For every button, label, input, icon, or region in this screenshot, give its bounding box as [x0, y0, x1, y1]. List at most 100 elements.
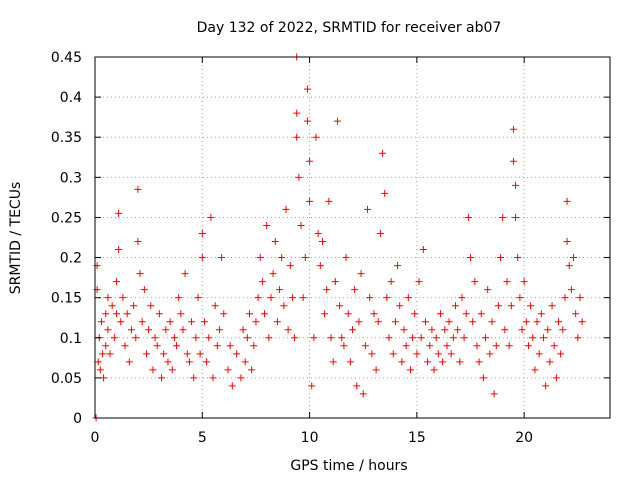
data-point — [215, 326, 223, 334]
data-point — [559, 326, 567, 334]
data-point — [531, 366, 539, 374]
data-point — [518, 326, 526, 334]
data-point — [237, 374, 245, 382]
data-point — [381, 189, 389, 197]
data-point — [254, 294, 262, 302]
data-point — [121, 342, 129, 350]
data-point — [267, 294, 275, 302]
data-point — [291, 334, 299, 342]
data-point — [316, 262, 324, 270]
data-point — [177, 310, 185, 318]
data-point — [196, 350, 204, 358]
data-point — [207, 213, 215, 221]
data-point — [271, 238, 279, 246]
data-point — [119, 294, 127, 302]
data-point — [479, 374, 487, 382]
data-point — [252, 318, 260, 326]
data-point — [325, 197, 333, 205]
y-tick-label: 0.05 — [51, 371, 82, 387]
data-point — [374, 318, 382, 326]
data-point — [338, 334, 346, 342]
data-point — [389, 350, 397, 358]
data-point — [535, 350, 543, 358]
data-point — [497, 254, 505, 262]
data-point — [527, 302, 535, 310]
data-point — [428, 326, 436, 334]
data-point — [503, 278, 511, 286]
data-point — [563, 197, 571, 205]
data-point — [149, 366, 157, 374]
x-tick-label: 20 — [515, 430, 533, 446]
data-point — [509, 125, 517, 133]
data-point — [318, 238, 326, 246]
data-point — [464, 213, 472, 221]
data-point — [273, 318, 281, 326]
data-point — [542, 382, 550, 390]
data-point — [125, 358, 133, 366]
data-point — [110, 334, 118, 342]
data-point — [494, 302, 502, 310]
data-point — [102, 342, 110, 350]
data-point — [413, 350, 421, 358]
data-point — [522, 318, 530, 326]
x-tick-label: 15 — [408, 430, 426, 446]
data-point — [205, 334, 213, 342]
data-point — [158, 374, 166, 382]
data-point — [355, 318, 363, 326]
data-point — [209, 374, 217, 382]
data-point — [529, 334, 537, 342]
data-point — [151, 334, 159, 342]
data-point — [168, 366, 176, 374]
data-point — [514, 254, 522, 262]
data-point — [552, 374, 560, 382]
data-point — [166, 318, 174, 326]
y-tick-label: 0.4 — [60, 90, 82, 106]
data-point — [475, 358, 483, 366]
data-point — [419, 246, 427, 254]
data-point — [490, 390, 498, 398]
data-point — [306, 197, 314, 205]
data-point — [132, 334, 140, 342]
data-point — [192, 334, 200, 342]
data-point — [306, 157, 314, 165]
data-point — [256, 254, 264, 262]
data-point — [134, 238, 142, 246]
data-point — [100, 374, 108, 382]
data-point — [153, 342, 161, 350]
data-point — [417, 334, 425, 342]
data-point — [565, 262, 573, 270]
data-point — [379, 149, 387, 157]
y-tick-label: 0.2 — [60, 251, 82, 267]
data-point — [544, 326, 552, 334]
data-point — [421, 318, 429, 326]
data-point — [278, 254, 286, 262]
data-point — [233, 350, 241, 358]
data-point — [265, 334, 273, 342]
data-point — [454, 326, 462, 334]
data-point — [400, 326, 408, 334]
data-point — [175, 294, 183, 302]
data-point — [228, 382, 236, 390]
data-point — [449, 334, 457, 342]
data-point — [499, 213, 507, 221]
data-point — [368, 350, 376, 358]
data-point — [276, 286, 284, 294]
data-point — [482, 334, 490, 342]
data-point — [364, 205, 372, 213]
x-tick-label: 5 — [198, 430, 207, 446]
data-point — [134, 185, 142, 193]
axis-ticks — [94, 56, 610, 419]
data-point — [239, 326, 247, 334]
data-point — [115, 209, 123, 217]
data-point — [224, 366, 232, 374]
data-point — [357, 270, 365, 278]
data-point — [467, 254, 475, 262]
data-point — [567, 286, 575, 294]
data-point — [323, 286, 331, 294]
y-tick-label: 0.45 — [51, 50, 82, 66]
data-point — [115, 246, 123, 254]
data-point — [576, 294, 584, 302]
data-point — [572, 310, 580, 318]
x-axis-label: GPS time / hours — [290, 458, 407, 474]
data-point — [130, 302, 138, 310]
